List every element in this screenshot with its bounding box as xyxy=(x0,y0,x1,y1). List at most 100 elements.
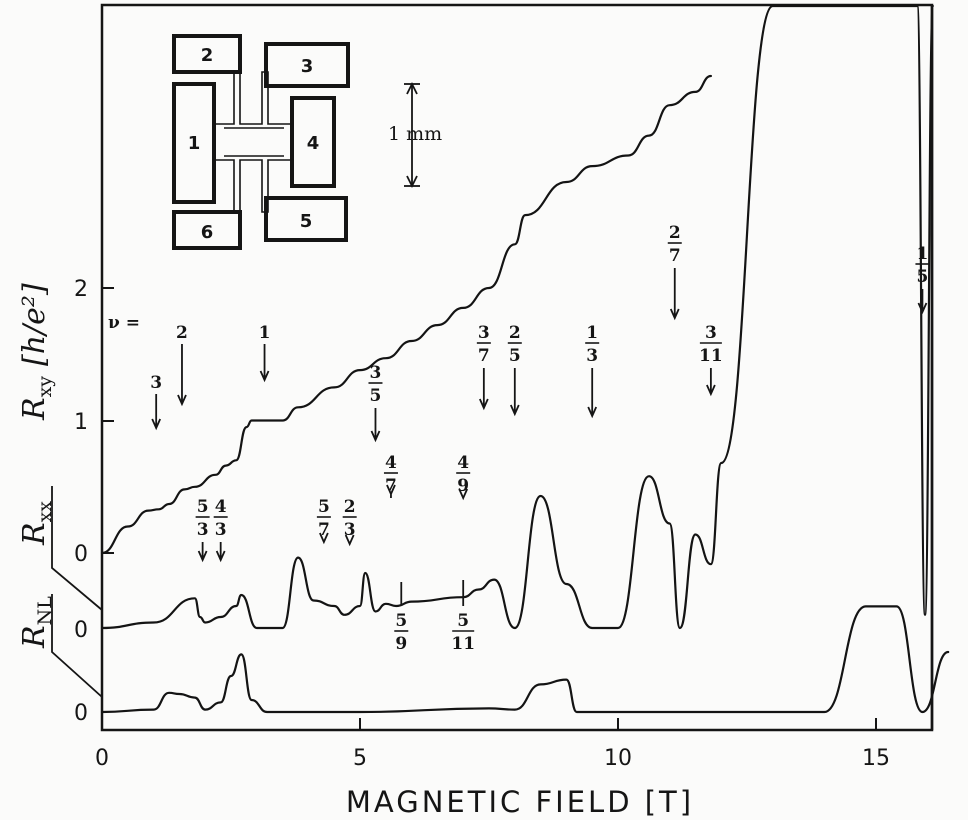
filling-factor-numerator: 5 xyxy=(318,497,330,517)
filling-factor-denominator: 7 xyxy=(669,246,681,266)
rxx-trace xyxy=(100,4,934,630)
filling-factor-label: 57 xyxy=(316,497,331,545)
rnl-offset-bracket xyxy=(51,594,103,698)
svg-text:Rxy[h/e²]: Rxy[h/e²] xyxy=(17,283,56,421)
filling-factor-arrow xyxy=(177,344,187,407)
contact-label-3: 3 xyxy=(301,56,314,77)
contact-pad-6 xyxy=(172,210,242,250)
contact-pad-1 xyxy=(172,82,216,204)
filling-factor-label: 13 xyxy=(585,323,600,419)
filling-factor-numerator: 4 xyxy=(457,453,469,473)
x-tick-label: 10 xyxy=(604,746,632,771)
filling-factor-label: 35 xyxy=(368,363,383,443)
plot-frame xyxy=(100,3,934,732)
filling-factor-denominator: 7 xyxy=(318,520,330,540)
device-inset: 2 3 1 4 6 5 1 mm xyxy=(172,34,442,250)
contact-pad-5 xyxy=(264,196,348,242)
contact-pad-4 xyxy=(290,96,336,188)
x-axis: 0 5 10 15 MAGNETIC FIELD [T] xyxy=(95,718,890,819)
filling-factor-label: 47 xyxy=(383,453,398,498)
filling-factor-arrow xyxy=(587,368,598,419)
offset-brackets xyxy=(51,486,103,698)
rxx-axis-label: Rxx xyxy=(17,501,56,546)
contact-label-6: 6 xyxy=(201,222,214,243)
filling-factor-numerator: 4 xyxy=(385,453,397,473)
filling-factor-denominator: 11 xyxy=(699,346,723,366)
filling-factor-denominator: 7 xyxy=(385,476,397,496)
rxy-trace xyxy=(100,74,712,555)
filling-factor-numerator: 5 xyxy=(457,611,469,631)
y-tick-label-rxy: 2 xyxy=(74,277,88,302)
filling-factor-numerator: 1 xyxy=(586,323,598,343)
filling-factor-label: 59 xyxy=(394,582,409,654)
rnl-axis-label: RNL xyxy=(17,596,56,649)
filling-factor-numerator: 2 xyxy=(344,497,356,517)
x-axis-title: MAGNETIC FIELD [T] xyxy=(346,785,694,819)
filling-factor-label: 43 xyxy=(213,497,228,563)
filling-factor-arrow xyxy=(917,289,928,315)
svg-text:RNL: RNL xyxy=(17,596,56,649)
filling-factor-numerator: 3 xyxy=(150,373,162,393)
filling-factor-arrow xyxy=(669,268,680,321)
filling-factor-label: 23 xyxy=(342,497,357,547)
filling-factor-denominator: 7 xyxy=(478,346,490,366)
filling-factor-denominator: 9 xyxy=(457,476,469,496)
filling-factor-arrow xyxy=(509,368,520,417)
filling-factor-denominator: 5 xyxy=(917,267,929,287)
filling-factor-denominator: 9 xyxy=(395,634,407,654)
filling-factor-label: 15 xyxy=(915,244,930,315)
filling-factor-label: 53 xyxy=(195,497,210,563)
contact-label-2: 2 xyxy=(201,45,214,66)
rxy-axis-label: Rxy[h/e²] xyxy=(17,283,56,421)
filling-factor-numerator: 3 xyxy=(370,363,382,383)
filling-factor-denominator: 3 xyxy=(344,520,356,540)
contact-pad-3 xyxy=(264,42,350,88)
filling-factor-numerator: 3 xyxy=(478,323,490,343)
filling-factor-numerator: 3 xyxy=(705,323,717,343)
x-tick-label: 0 xyxy=(95,746,109,771)
filling-factor-numerator: 2 xyxy=(669,223,681,243)
contact-label-5: 5 xyxy=(300,211,313,232)
filling-factor-arrow xyxy=(479,368,489,411)
filling-factor-arrow xyxy=(344,534,355,547)
y-tick-label-rxy: 0 xyxy=(74,542,88,567)
x-tick-label: 15 xyxy=(862,746,890,771)
filling-factor-numerator: 1 xyxy=(917,244,929,264)
filling-factor-numerator: 5 xyxy=(197,497,209,517)
filling-factor-numerator: 5 xyxy=(395,611,407,631)
filling-factor-numerator: 2 xyxy=(176,323,188,343)
hall-bar xyxy=(214,71,292,213)
filling-factor-arrow xyxy=(370,408,381,443)
scale-bar-label: 1 mm xyxy=(388,123,442,145)
filling-factor-label: 1 xyxy=(259,323,271,383)
filling-factor-label: 311 xyxy=(699,323,723,397)
filling-factor-denominator: 3 xyxy=(215,520,227,540)
filling-factor-denominator: 11 xyxy=(451,634,475,654)
filling-factor-numerator: 2 xyxy=(509,323,521,343)
filling-factor-numerator: 1 xyxy=(259,323,271,343)
contact-pad-2 xyxy=(172,34,242,74)
scale-bar xyxy=(404,81,420,189)
filling-factor-denominator: 3 xyxy=(586,346,598,366)
contact-label-1: 1 xyxy=(188,133,201,154)
filling-factor-arrow xyxy=(197,542,208,563)
filling-factor-denominator: 3 xyxy=(197,520,209,540)
filling-factor-numerator: 4 xyxy=(215,497,227,517)
rnl-trace xyxy=(100,605,950,714)
filling-factor-label: 511 xyxy=(451,580,475,654)
y-tick-label-rxx: 0 xyxy=(74,618,88,643)
filling-factor-denominator: 5 xyxy=(509,346,521,366)
filling-factor-arrow xyxy=(151,394,162,431)
x-tick-label: 5 xyxy=(353,746,367,771)
contact-label-4: 4 xyxy=(307,133,320,154)
filling-factor-arrow xyxy=(259,344,270,383)
filling-factor-label: 25 xyxy=(507,323,522,417)
filling-factor-arrow xyxy=(706,368,716,397)
filling-factor-label: 37 xyxy=(476,323,491,411)
y-tick-label-rnl: 0 xyxy=(74,701,88,726)
filling-factor-label: 3 xyxy=(150,373,162,431)
filling-factor-arrow xyxy=(319,532,329,545)
filling-factor-arrow xyxy=(386,484,396,498)
filling-factor-label: 27 xyxy=(667,223,682,321)
